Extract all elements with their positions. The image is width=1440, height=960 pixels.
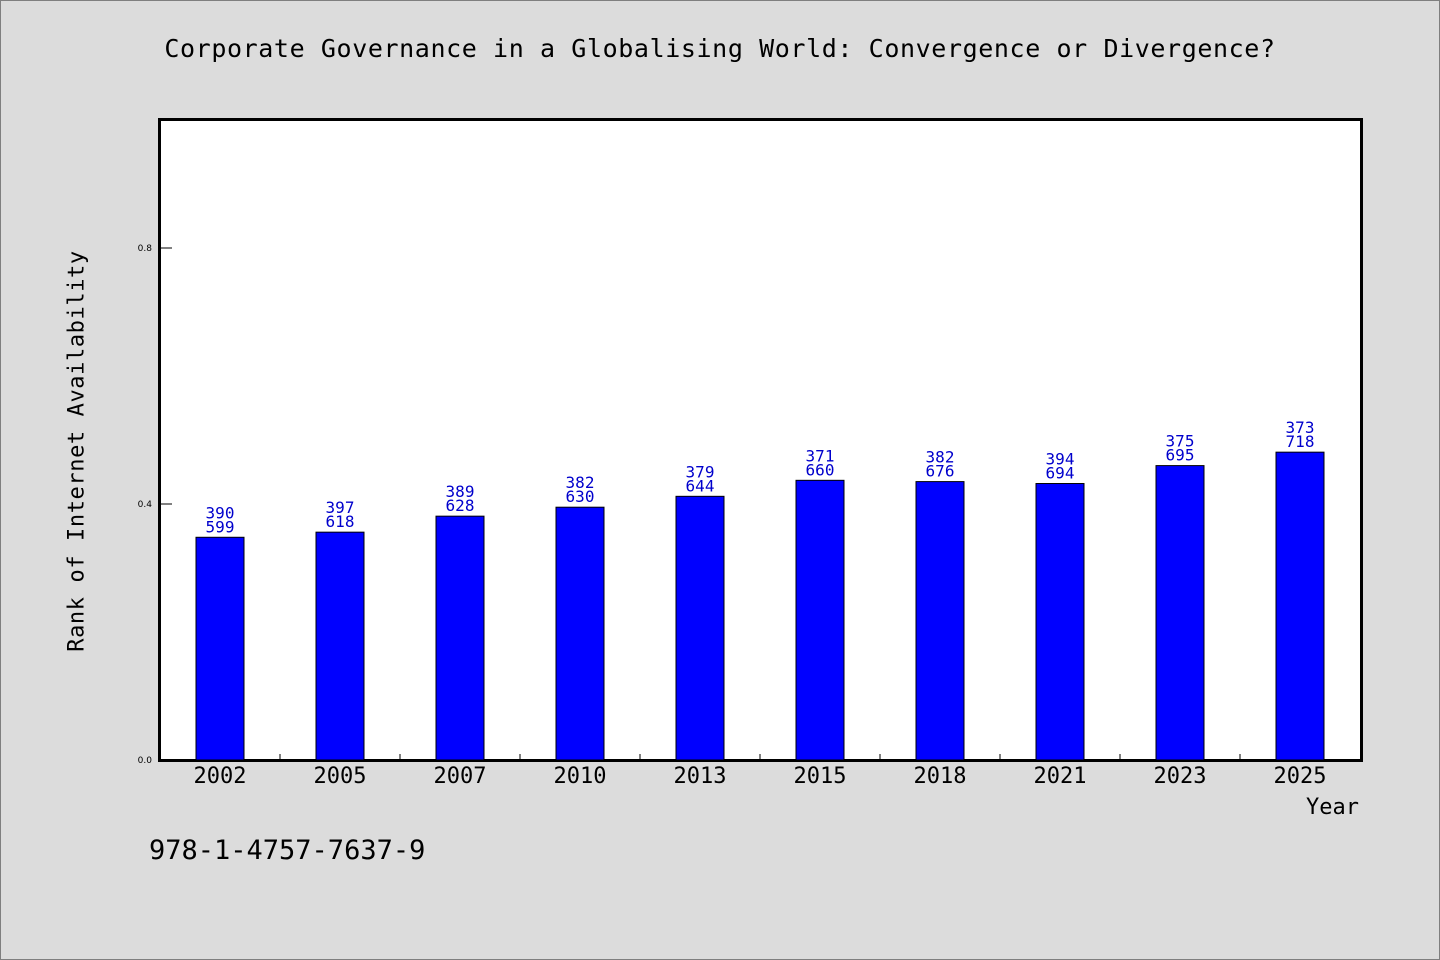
bar-2025 bbox=[1275, 451, 1325, 761]
y-tick-label-0.4: 0.4 bbox=[138, 500, 153, 510]
bar-label-bottom-2021: 694 bbox=[1046, 464, 1075, 483]
x-tick-label-2023: 2023 bbox=[1154, 764, 1207, 789]
bar-label-bottom-2010: 630 bbox=[566, 487, 595, 506]
bar-label-bottom-2023: 695 bbox=[1166, 446, 1195, 465]
bar-label-bottom-2015: 660 bbox=[806, 460, 835, 479]
bar-label-top-2005: 397 bbox=[326, 498, 355, 517]
y-tick-label-0.8: 0.8 bbox=[138, 244, 153, 254]
bar-2015 bbox=[795, 479, 845, 761]
x-tick-label-2025: 2025 bbox=[1274, 764, 1327, 789]
x-tick-label-2015: 2015 bbox=[794, 764, 847, 789]
bar-2013 bbox=[675, 495, 725, 761]
isbn-text: 978-1-4757-7637-9 bbox=[149, 835, 426, 866]
y-tick-label-0.0: 0.0 bbox=[138, 756, 153, 766]
bar-label-bottom-2018: 676 bbox=[926, 462, 955, 481]
bar-label-top-2007: 389 bbox=[446, 482, 475, 501]
bar-label-top-2023: 375 bbox=[1166, 432, 1195, 451]
bar-label-bottom-2025: 718 bbox=[1286, 432, 1315, 451]
x-tick-label-2013: 2013 bbox=[674, 764, 727, 789]
bar-2010 bbox=[555, 506, 605, 761]
x-tick-label-2002: 2002 bbox=[194, 764, 247, 789]
bar-2002 bbox=[195, 536, 245, 761]
x-tick-label-2007: 2007 bbox=[434, 764, 487, 789]
bar-2023 bbox=[1155, 465, 1205, 761]
bar-label-top-2015: 371 bbox=[806, 446, 835, 465]
x-axis-label: Year bbox=[1306, 795, 1359, 820]
chart-title: Corporate Governance in a Globalising Wo… bbox=[164, 34, 1276, 63]
bar-label-bottom-2002: 599 bbox=[206, 517, 235, 536]
x-tick-label-2005: 2005 bbox=[314, 764, 367, 789]
bar-label-top-2025: 373 bbox=[1286, 418, 1315, 437]
x-tick-label-2010: 2010 bbox=[554, 764, 607, 789]
bar-label-top-2002: 390 bbox=[206, 503, 235, 522]
bar-label-top-2021: 394 bbox=[1046, 450, 1075, 469]
x-tick-label-2021: 2021 bbox=[1034, 764, 1087, 789]
bar-label-top-2013: 379 bbox=[686, 462, 715, 481]
bar-label-bottom-2007: 628 bbox=[446, 496, 475, 515]
x-tick-label-2018: 2018 bbox=[914, 764, 967, 789]
bar-label-bottom-2013: 644 bbox=[686, 476, 715, 495]
bar-2018 bbox=[915, 481, 965, 761]
bar-label-top-2018: 382 bbox=[926, 448, 955, 467]
bar-2007 bbox=[435, 515, 485, 761]
bar-label-top-2010: 382 bbox=[566, 473, 595, 492]
bar-2005 bbox=[315, 531, 365, 761]
bar-2021 bbox=[1035, 483, 1085, 761]
bar-label-bottom-2005: 618 bbox=[326, 512, 355, 531]
